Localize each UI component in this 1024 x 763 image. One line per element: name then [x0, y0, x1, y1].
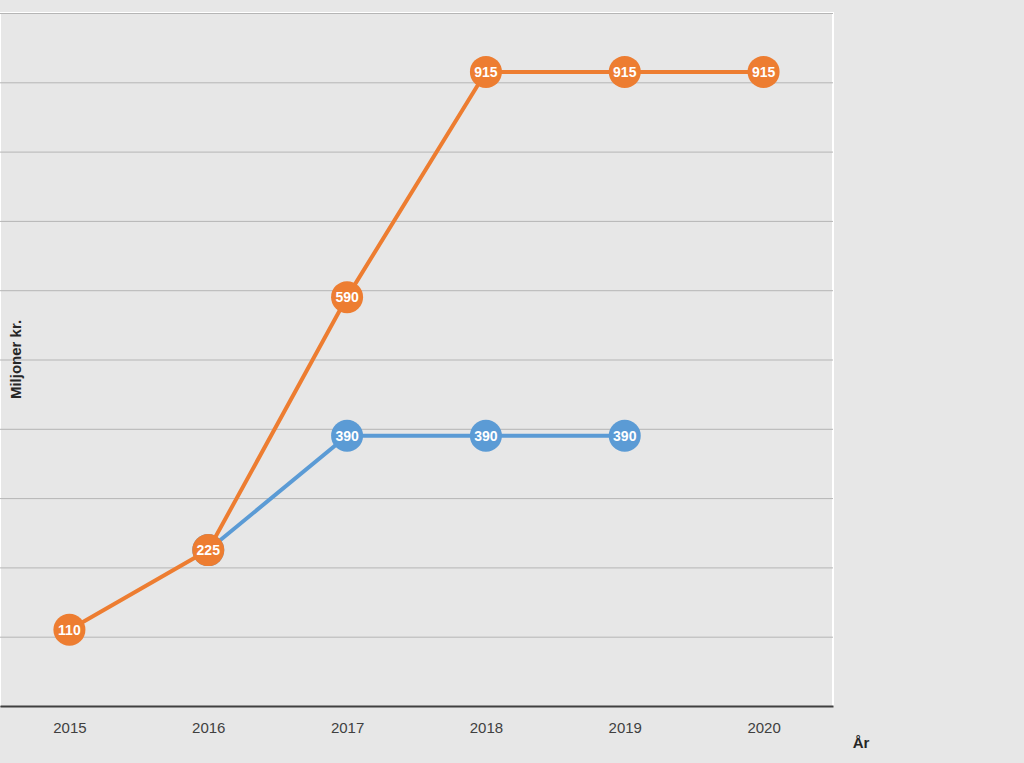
y-axis — [0, 14, 833, 707]
x-axis-line — [1, 706, 834, 708]
x-tick-label: 2020 — [747, 719, 780, 736]
y-tick — [0, 221, 833, 222]
y-axis-title: Miljoner kr. — [7, 320, 24, 399]
y-tick — [0, 429, 833, 430]
grid-line — [0, 706, 833, 707]
grid-line — [0, 498, 833, 499]
y-tick — [0, 290, 833, 291]
y-tick — [0, 82, 833, 83]
x-tick: 2019 — [609, 706, 642, 736]
x-tick: 2015 — [53, 706, 86, 736]
grid-line — [0, 13, 833, 14]
marker — [470, 56, 502, 88]
marker — [53, 614, 85, 646]
background — [0, 0, 1024, 763]
plot-frame — [0, 13, 833, 706]
marker — [609, 56, 641, 88]
y-tick — [0, 706, 833, 707]
x-tick-label: 2018 — [470, 719, 503, 736]
x-tick: 2017 — [331, 706, 364, 736]
y-tick — [0, 498, 833, 499]
marker — [748, 56, 780, 88]
data-label: 225 — [197, 542, 221, 558]
plot-area — [53, 56, 779, 646]
x-tick: 2016 — [192, 706, 225, 736]
x-axis-title: År — [853, 734, 870, 751]
grid-line — [0, 637, 833, 638]
data-label: 390 — [474, 428, 498, 444]
data-labels: 390 390 390 110 225 590 915 915 915 — [58, 64, 775, 638]
data-label: 590 — [335, 289, 359, 305]
data-label: 390 — [335, 428, 359, 444]
marker — [192, 534, 224, 566]
series-line — [208, 436, 625, 550]
grid-line — [0, 429, 833, 430]
grid-line — [0, 82, 833, 83]
series — [192, 420, 641, 566]
grid-line — [0, 221, 833, 222]
y-tick — [0, 637, 833, 638]
marker — [331, 281, 363, 313]
marker — [192, 534, 224, 566]
data-label: 915 — [474, 64, 498, 80]
x-tick-label: 2015 — [53, 719, 86, 736]
grid-line — [0, 360, 833, 361]
x-tick-label: 2017 — [331, 719, 364, 736]
y-tick — [0, 360, 833, 361]
y-tick — [0, 152, 833, 153]
series-line — [69, 72, 763, 630]
grid-line — [0, 152, 833, 153]
grid-line — [0, 567, 833, 568]
x-tick: 2020 — [747, 706, 780, 736]
marker — [470, 420, 502, 452]
x-tick-label: 2019 — [609, 719, 642, 736]
x-axis: 2015 2016 2017 2018 2019 2020 — [1, 706, 834, 736]
x-tick: 2018 — [470, 706, 503, 736]
marker — [331, 420, 363, 452]
chart: 2015 2016 2017 2018 2019 2020 390 390 390 110 225 5… — [0, 0, 1024, 763]
grid-line — [0, 290, 833, 291]
y-tick — [0, 567, 833, 568]
y-tick — [0, 13, 833, 14]
data-label: 390 — [613, 428, 637, 444]
data-label: 915 — [613, 64, 637, 80]
data-label: 110 — [58, 622, 81, 638]
data-label: 915 — [752, 64, 776, 80]
x-tick-label: 2016 — [192, 719, 225, 736]
marker — [609, 420, 641, 452]
series — [53, 56, 779, 646]
